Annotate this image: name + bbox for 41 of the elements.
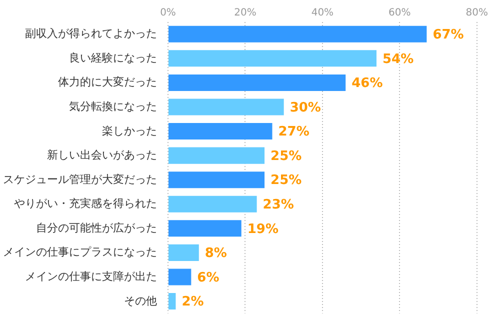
data-label: 25%	[270, 148, 302, 164]
y-tick-label: 気分転換になった	[69, 101, 157, 114]
y-tick-label: メインの仕事に支障が出た	[25, 270, 157, 284]
y-tick-label: やりがい・充実感を得られた	[14, 197, 157, 210]
data-label: 46%	[352, 76, 383, 92]
bar	[168, 50, 376, 67]
y-tick-label: 自分の可能性が広がった	[36, 221, 157, 234]
x-tick-label: 60%	[388, 8, 411, 19]
bar	[168, 293, 176, 310]
y-tick-label: 新しい出会いがあった	[47, 148, 157, 162]
x-tick-label: 80%	[466, 8, 488, 19]
data-label: 6%	[197, 270, 220, 286]
data-label: 19%	[247, 222, 278, 237]
data-label: 67%	[432, 28, 464, 43]
data-label: 27%	[278, 124, 310, 140]
bar	[168, 220, 242, 237]
data-label: 30%	[290, 100, 321, 116]
x-tick-label: 0%	[160, 8, 176, 19]
bar	[168, 172, 265, 188]
bar	[168, 268, 192, 286]
data-label: 8%	[204, 246, 227, 262]
y-tick-label: スケジュール管理が大変だった	[3, 172, 157, 186]
data-label: 23%	[262, 198, 294, 212]
bar	[168, 244, 199, 261]
y-tick-label: その他	[124, 295, 157, 308]
y-tick-label: 良い経験になった	[69, 51, 157, 64]
data-label: 54%	[382, 52, 414, 67]
x-tick-label: 40%	[311, 8, 334, 19]
bar	[168, 196, 257, 212]
x-tick-label: 20%	[234, 8, 256, 19]
y-tick-label: 楽しかった	[102, 125, 157, 138]
bar	[168, 98, 284, 116]
bar	[168, 147, 265, 164]
bar	[168, 26, 427, 42]
y-tick-label: メインの仕事にプラスになった	[3, 246, 157, 259]
data-label: 25%	[270, 173, 302, 188]
y-tick-label: 副収入が得られてよかった	[25, 27, 157, 40]
bar	[168, 74, 346, 91]
bar	[168, 123, 272, 140]
y-tick-label: 体力的に大変だった	[58, 76, 157, 89]
data-label: 2%	[182, 294, 204, 310]
